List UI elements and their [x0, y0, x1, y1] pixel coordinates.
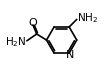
Text: O: O: [28, 18, 37, 28]
Text: NH$_2$: NH$_2$: [77, 11, 98, 25]
Text: N: N: [66, 50, 74, 60]
Text: H$_2$N: H$_2$N: [5, 35, 27, 49]
